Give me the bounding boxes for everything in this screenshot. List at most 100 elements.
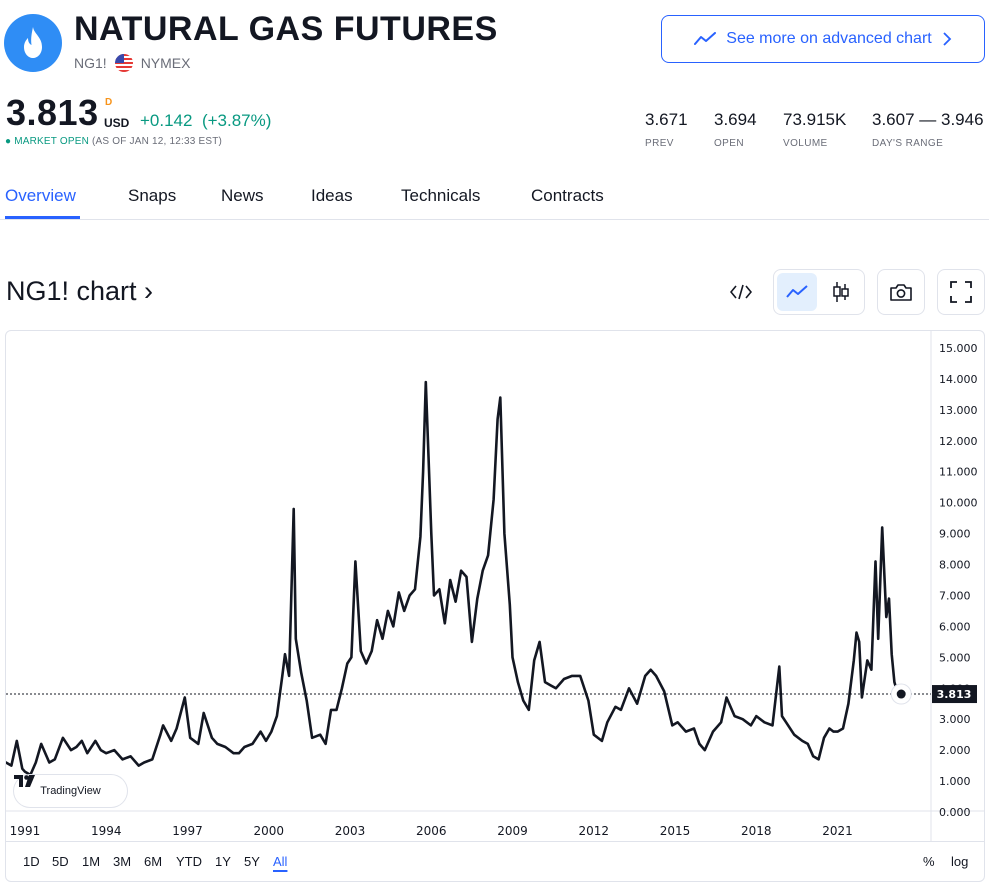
x-tick-label: 2012 — [579, 824, 610, 838]
x-tick-label: 2009 — [497, 824, 528, 838]
chart-canvas[interactable]: 15.000 14.000 13.000 12.000 11.000 10.000 9.00… — [6, 331, 985, 841]
y-tick-label: 3.000 — [939, 713, 971, 726]
range-6m[interactable]: 6M — [144, 854, 163, 869]
instrument-title: NATURAL GAS FUTURES — [74, 10, 498, 48]
embed-code-button[interactable] — [722, 276, 760, 308]
snapshot-button[interactable] — [877, 269, 925, 315]
code-icon — [730, 284, 752, 300]
x-tick-label: 2000 — [253, 824, 284, 838]
fullscreen-button[interactable] — [937, 269, 985, 315]
percent-scale-toggle[interactable]: % — [923, 854, 935, 869]
stat-value: 3.607 — 3.946 — [872, 110, 984, 129]
tradingview-label: TradingView — [40, 785, 101, 797]
change-abs: +0.142 — [140, 111, 193, 130]
range-ytd[interactable]: YTD — [176, 854, 202, 869]
section-tabs: Overview Snaps News Ideas Technicals Con… — [0, 178, 989, 220]
active-tab-indicator — [5, 216, 80, 219]
advanced-chart-label: See more on advanced chart — [726, 30, 932, 47]
x-tick-label: 2006 — [416, 824, 447, 838]
stat-value: 3.694 — [714, 110, 757, 129]
y-tick-label: 15.000 — [939, 342, 978, 355]
y-tick-label: 9.000 — [939, 528, 971, 541]
last-point — [896, 689, 906, 699]
chevron-right-icon — [943, 32, 952, 46]
tab-ideas[interactable]: Ideas — [311, 186, 353, 205]
x-tick-label: 2015 — [660, 824, 691, 838]
fullscreen-icon — [950, 281, 972, 303]
range-3m[interactable]: 3M — [113, 854, 132, 869]
y-tick-label: 14.000 — [939, 373, 978, 386]
range-1d[interactable]: 1D — [23, 854, 40, 869]
market-open-dot: ● — [5, 136, 12, 147]
line-chart-button[interactable] — [777, 273, 817, 311]
stat-value: 73.915K — [783, 110, 847, 129]
range-1y[interactable]: 1Y — [215, 854, 231, 869]
x-tick-label: 2018 — [741, 824, 772, 838]
range-5y[interactable]: 5Y — [244, 854, 260, 869]
candlestick-chart-button[interactable] — [821, 273, 861, 311]
y-tick-label: 0.000 — [939, 806, 971, 819]
market-status: ● MARKET OPEN (AS OF JAN 12, 12:33 EST) — [5, 136, 222, 147]
last-price-tag-label: 3.813 — [937, 688, 972, 701]
stat-open: 3.694 OPEN — [714, 110, 757, 149]
stat-days-range: 3.607 — 3.946 DAY'S RANGE — [872, 110, 984, 149]
change-pct: (+3.87%) — [201, 111, 272, 130]
y-tick-label: 6.000 — [939, 620, 971, 633]
tab-snaps[interactable]: Snaps — [128, 186, 177, 205]
natural-gas-logo — [4, 14, 62, 72]
tab-contracts[interactable]: Contracts — [531, 186, 604, 205]
stat-prev: 3.671 PREV — [645, 110, 688, 149]
last-price: 3.813 — [6, 92, 99, 133]
delay-flag: D — [105, 97, 113, 108]
candlestick-icon — [833, 282, 849, 302]
range-1m[interactable]: 1M — [82, 854, 101, 869]
x-tick-label: 2003 — [335, 824, 366, 838]
line-chart-icon — [786, 285, 808, 298]
y-tick-label: 8.000 — [939, 559, 971, 572]
tradingview-logo-icon — [14, 775, 35, 787]
tab-news[interactable]: News — [221, 186, 264, 205]
y-tick-label: 12.000 — [939, 435, 978, 448]
camera-icon — [890, 284, 912, 301]
exchange-label: NYMEX — [140, 55, 191, 71]
x-tick-label: 1991 — [10, 824, 41, 838]
trend-line-icon — [694, 32, 717, 45]
price-change: +0.142 (+3.87%) — [140, 111, 271, 131]
x-tick-label: 2021 — [822, 824, 853, 838]
stat-label: DAY'S RANGE — [872, 138, 944, 149]
advanced-chart-button[interactable]: See more on advanced chart — [661, 15, 985, 63]
y-tick-label: 2.000 — [939, 744, 971, 757]
stat-label: VOLUME — [783, 138, 828, 149]
symbol-label: NG1! — [74, 55, 107, 71]
as-of-label: (AS OF JAN 12, 12:33 EST) — [92, 136, 223, 147]
y-tick-label: 13.000 — [939, 404, 978, 417]
log-scale-toggle[interactable]: log — [951, 854, 969, 869]
y-tick-label: 7.000 — [939, 589, 971, 602]
range-all[interactable]: All — [273, 854, 288, 869]
y-tick-label: 10.000 — [939, 497, 978, 510]
instrument-subline: NG1! NYMEX — [74, 54, 190, 72]
x-tick-label: 1994 — [91, 824, 122, 838]
stat-label: PREV — [645, 138, 674, 149]
y-tick-label: 5.000 — [939, 651, 971, 664]
x-tick-label: 1997 — [172, 824, 203, 838]
last-price-tag — [932, 685, 977, 704]
us-flag-icon — [114, 54, 133, 72]
y-tick-label: 11.000 — [939, 466, 978, 479]
y-tick-label: 1.000 — [939, 775, 971, 788]
tab-technicals[interactable]: Technicals — [401, 186, 481, 205]
range-5d[interactable]: 5D — [52, 854, 69, 869]
market-status-label: MARKET OPEN — [14, 136, 90, 147]
chart-type-group — [773, 269, 865, 315]
currency-label: USD — [104, 116, 130, 130]
price-chart[interactable]: 15.000 14.000 13.000 12.000 11.000 10.000 9.00… — [5, 330, 985, 882]
tab-overview[interactable]: Overview — [5, 186, 76, 205]
range-selector: 1D 5D 1M 3M 6M YTD 1Y 5Y All % log — [6, 841, 984, 881]
series-line — [6, 380, 903, 777]
stat-value: 3.671 — [645, 110, 688, 129]
stat-volume: 73.915K VOLUME — [783, 110, 846, 149]
tradingview-badge[interactable]: TradingView — [14, 775, 127, 807]
chart-heading-link[interactable]: NG1! chart › — [6, 276, 154, 306]
flame-icon — [24, 27, 42, 58]
stat-label: OPEN — [714, 138, 744, 149]
